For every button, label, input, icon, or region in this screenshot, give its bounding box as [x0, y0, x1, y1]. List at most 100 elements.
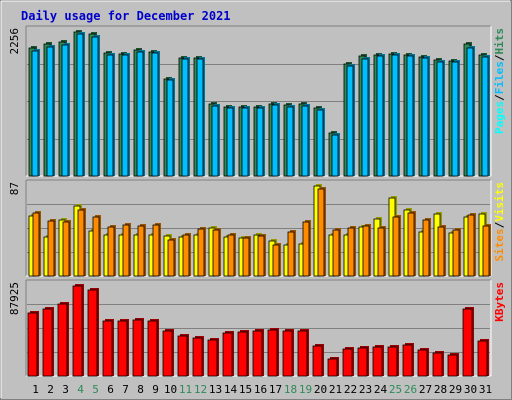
bar-files-day-17	[271, 103, 280, 177]
bar-face	[222, 332, 233, 377]
bar-face	[482, 225, 490, 277]
bar-sites-day-26	[407, 211, 416, 277]
bar-face	[61, 44, 69, 177]
bar-kbytes-day-12	[192, 336, 204, 377]
bar-sites-day-20	[317, 187, 326, 277]
day-label: 29	[449, 383, 462, 396]
bar-face	[406, 55, 414, 177]
bar-face	[332, 229, 340, 277]
bar-face	[301, 105, 309, 177]
bar-face	[342, 348, 353, 377]
bar-kbytes-day-20	[312, 344, 324, 377]
day-label: 12	[194, 383, 207, 396]
bar-face	[152, 224, 160, 277]
legend-item: Visits	[493, 182, 506, 222]
bar-kbytes-day-5	[87, 288, 99, 377]
bar-sites-day-31	[482, 224, 491, 277]
bar-files-day-24	[376, 54, 385, 177]
bar-face	[147, 320, 158, 377]
bar-face	[72, 285, 83, 377]
day-label: 15	[239, 383, 252, 396]
bar-kbytes-day-29	[447, 353, 459, 377]
bar-files-day-13	[211, 104, 220, 177]
bar-sites-day-1	[32, 211, 41, 277]
bar-sites-day-24	[377, 226, 386, 277]
bar-face	[466, 47, 474, 177]
bar-kbytes-day-7	[117, 319, 129, 377]
bar-files-day-9	[151, 51, 160, 177]
bar-kbytes-day-11	[177, 334, 189, 377]
bar-sites-day-30	[467, 213, 476, 277]
day-label: 7	[122, 383, 129, 396]
day-label: 24	[374, 383, 388, 396]
bar-kbytes-day-24	[372, 345, 384, 377]
bar-files-day-5	[91, 35, 100, 177]
bar-sites-day-3	[62, 220, 71, 277]
bar-face	[267, 329, 278, 377]
bar-files-day-29	[451, 60, 460, 177]
bar-face	[402, 344, 413, 377]
bar-face	[377, 227, 385, 277]
bar-face	[182, 234, 190, 277]
bar-face	[421, 57, 429, 177]
bar-files-day-18	[286, 105, 295, 177]
bar-face	[357, 347, 368, 377]
bar-sites-day-29	[452, 228, 461, 277]
day-label: 2	[47, 383, 54, 396]
bar-sites-day-27	[422, 218, 431, 277]
day-label: 25	[389, 383, 402, 396]
bar-files-day-15	[241, 106, 250, 177]
day-label: 28	[434, 383, 447, 396]
bar-sites-day-13	[212, 228, 221, 277]
legend-item: /	[493, 94, 506, 101]
bar-files-day-14	[226, 106, 235, 177]
bar-face	[477, 340, 488, 377]
bar-face	[347, 227, 355, 277]
bar-files-day-23	[361, 57, 370, 177]
bar-kbytes-day-9	[147, 319, 159, 377]
bar-face	[417, 349, 428, 377]
bar-face	[272, 244, 280, 277]
bar-sites-day-17	[272, 243, 281, 277]
bar-kbytes-day-15	[237, 330, 249, 377]
bar-face	[327, 358, 338, 377]
bar-face	[256, 107, 264, 177]
bar-face	[462, 308, 473, 377]
bar-kbytes-day-31	[477, 339, 489, 377]
day-label: 4	[77, 383, 84, 396]
bar-face	[212, 229, 220, 277]
bar-face	[237, 331, 248, 377]
bar-files-day-1	[31, 49, 40, 177]
bar-files-day-11	[181, 57, 190, 177]
chart-title: Daily usage for December 2021	[21, 9, 231, 23]
bar-face	[227, 234, 235, 277]
day-label: 18	[284, 383, 297, 396]
bar-face	[122, 224, 130, 277]
bar-files-day-2	[46, 45, 55, 177]
bar-face	[241, 107, 249, 177]
bar-face	[31, 50, 39, 177]
legend-item: KBytes	[493, 282, 506, 322]
day-label: 9	[152, 383, 159, 396]
bar-face	[197, 228, 205, 277]
bar-face	[57, 303, 68, 377]
bar-face	[87, 289, 98, 377]
day-label: 11	[179, 383, 192, 396]
bar-kbytes-day-27	[417, 348, 429, 377]
bar-face	[317, 188, 325, 277]
bar-kbytes-day-6	[102, 319, 114, 377]
bar-kbytes-day-21	[327, 357, 339, 377]
panel-legend: KBytes	[493, 282, 506, 322]
bar-face	[331, 134, 339, 177]
bar-face	[92, 216, 100, 277]
bar-face	[162, 330, 173, 377]
bar-kbytes-day-2	[42, 307, 54, 377]
bar-face	[226, 107, 234, 177]
bar-files-day-20	[316, 108, 325, 177]
series-kbytes	[27, 284, 489, 377]
bar-face	[167, 239, 175, 277]
bar-sites-day-5	[92, 215, 101, 277]
